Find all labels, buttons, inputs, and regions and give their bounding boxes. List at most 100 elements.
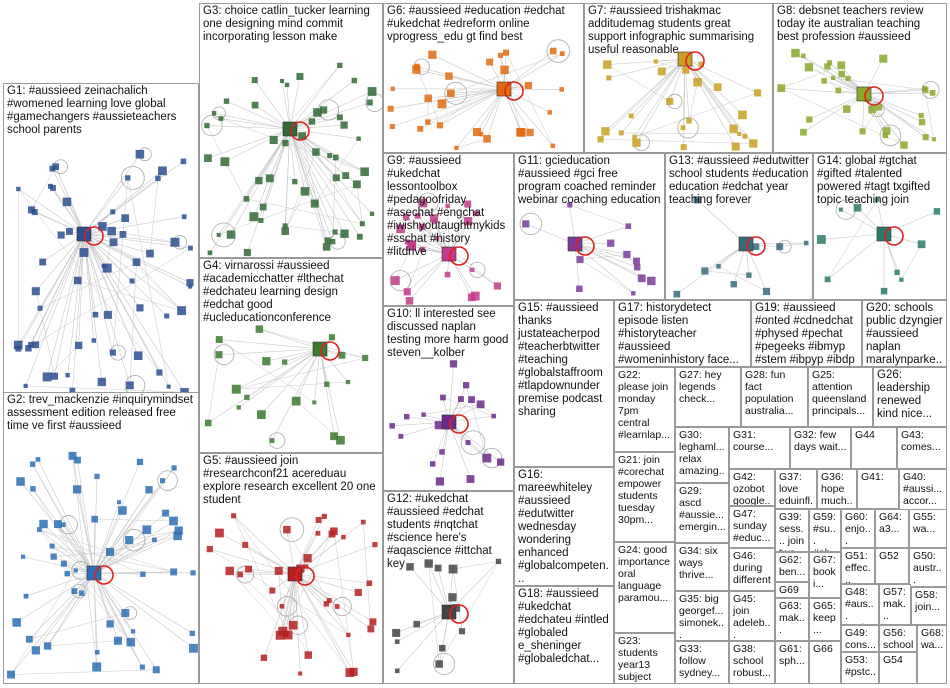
edge: [31, 166, 56, 211]
edge: [233, 515, 296, 575]
graph-node: [632, 134, 637, 139]
graph-node: [155, 175, 161, 182]
graph-node: [29, 461, 36, 467]
graph-node: [204, 154, 212, 163]
graph-node: [204, 419, 212, 427]
group-g8: G8: debsnet teachers review today ite au…: [773, 3, 947, 153]
group-label: G21: join #corechat empower students tue…: [618, 454, 668, 526]
group-g30: G30: leghaml... relax amazing...: [675, 427, 729, 483]
edge: [676, 243, 747, 295]
edge: [781, 87, 865, 95]
graph-node: [738, 110, 747, 120]
edge: [688, 82, 698, 121]
graph-node: [265, 174, 274, 183]
group-label: G5: #aussieed join #researchconf21 acere…: [203, 455, 379, 506]
edge: [696, 199, 747, 245]
graph-node: [162, 509, 170, 517]
edge: [10, 669, 157, 675]
graph-node: [340, 121, 348, 129]
edge: [863, 92, 933, 95]
graph-node: [625, 223, 632, 230]
graph-node: [43, 642, 52, 650]
graph-node: [106, 620, 114, 628]
group-g6: G6: #aussieed #education #edchat #ukedch…: [383, 3, 584, 153]
edge: [209, 548, 349, 636]
graph-node: [859, 128, 866, 135]
edge: [863, 93, 923, 123]
hub-self-loop: [864, 86, 884, 106]
edge: [684, 58, 746, 137]
group-g66: G66: [809, 641, 841, 684]
graph-node: [412, 65, 421, 74]
edge: [83, 233, 182, 311]
graph-node: [139, 664, 145, 670]
group-g42: G42: ozobot google... ben...: [729, 469, 775, 506]
edge: [432, 54, 505, 90]
graph-node: [497, 52, 504, 58]
graph-node: [166, 384, 171, 389]
graph-node: [170, 237, 180, 247]
graph-node: [136, 304, 144, 312]
graph-node: [215, 336, 223, 343]
edge: [72, 233, 85, 391]
graph-node: [336, 435, 345, 445]
edge: [397, 611, 450, 672]
graph-node: [345, 668, 355, 677]
graph-node: [315, 530, 321, 536]
edge: [423, 404, 481, 415]
edge: [208, 348, 321, 424]
graph-node: [647, 276, 656, 286]
edge: [266, 348, 321, 362]
group-g36: G36: hope much...: [817, 469, 857, 509]
edge: [129, 262, 137, 386]
graph-node: [23, 593, 29, 599]
graph-node: [334, 604, 340, 609]
group-label: G13: #aussieed #edutwitter school studen…: [669, 155, 813, 206]
edge: [827, 199, 878, 280]
group-label: G45: join adeleb...: [733, 593, 771, 641]
graph-node: [686, 118, 692, 124]
graph-node: [52, 163, 59, 171]
graph-node: [117, 500, 122, 505]
edge: [704, 270, 749, 276]
group-g52: G52: [875, 548, 909, 584]
graph-node: [42, 372, 52, 382]
graph-node: [280, 78, 285, 83]
graph-node: [283, 630, 293, 640]
group-label: G32: few days wait...: [794, 429, 847, 453]
edge: [289, 128, 373, 215]
edge: [294, 573, 301, 674]
group-label: G61: sph...: [779, 643, 805, 667]
edge: [427, 88, 505, 123]
graph-node: [550, 143, 556, 149]
group-label: G3: choice catlin_tucker learning one de…: [203, 5, 374, 43]
group-label: G18: #aussieed #ukedchat #edchateu #intl…: [518, 588, 613, 665]
graph-node: [152, 666, 160, 674]
graph-node: [419, 246, 425, 252]
group-label: G30: leghaml... relax amazing...: [679, 429, 728, 483]
graph-node: [437, 99, 447, 109]
graph-node: [776, 243, 784, 251]
edge: [113, 242, 182, 311]
edge: [392, 88, 505, 127]
edge: [636, 58, 686, 143]
group-label: G51: effec...: [845, 550, 871, 584]
graph-node: [835, 87, 842, 94]
graph-node: [20, 554, 26, 559]
edge: [631, 58, 686, 117]
edge: [93, 510, 123, 574]
graph-node: [255, 176, 263, 185]
edge: [236, 381, 348, 390]
graph-node: [226, 230, 235, 239]
graph-node: [121, 214, 130, 223]
graph-node: [291, 396, 301, 406]
edge: [821, 233, 885, 240]
group-g10: G10: ll interested see discussed naplan …: [383, 306, 514, 491]
group-label: G1: #aussieed zeinachalich #womened lear…: [7, 85, 180, 136]
graph-node: [824, 276, 831, 283]
graph-node: [223, 98, 230, 104]
graph-node: [170, 568, 178, 576]
edge: [35, 233, 85, 292]
edge: [238, 348, 321, 408]
edge: [684, 58, 758, 94]
